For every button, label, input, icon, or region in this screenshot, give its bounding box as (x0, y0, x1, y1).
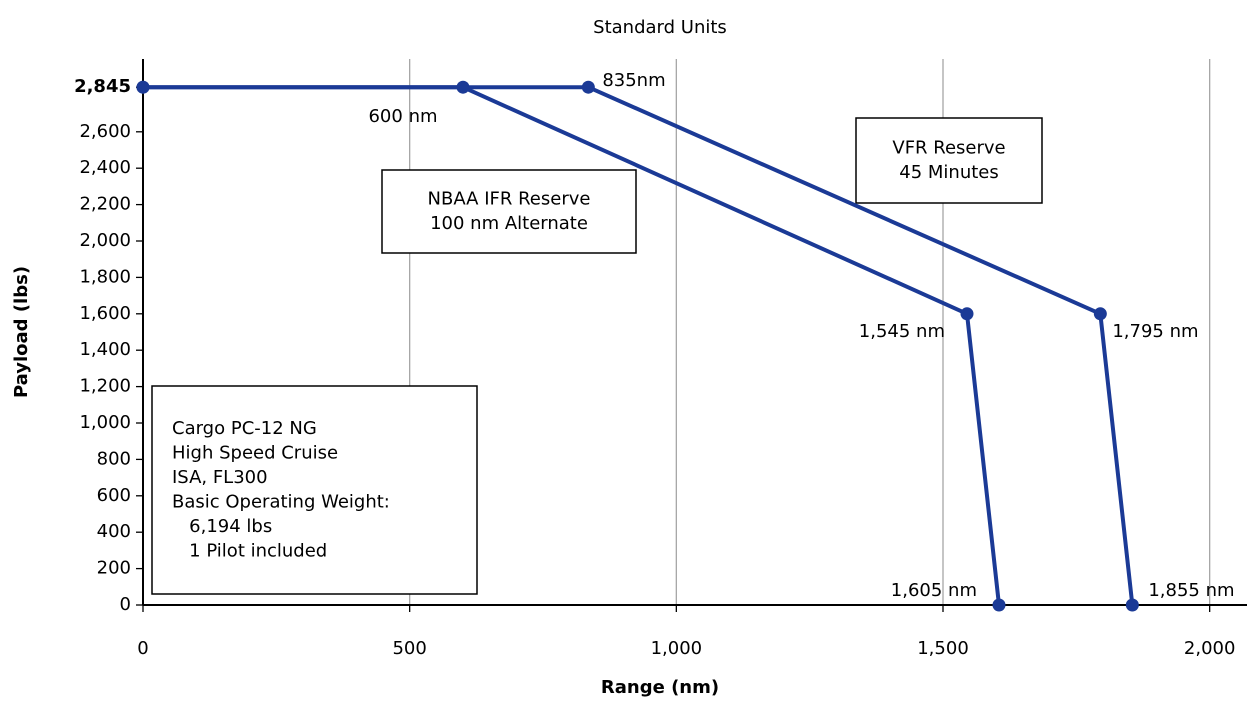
annotation-text: 6,194 lbs (172, 516, 272, 537)
x-axis-label: Range (nm) (601, 677, 719, 698)
x-tick-label: 1,500 (917, 638, 969, 659)
point (992, 598, 1006, 612)
annotation-text: 45 Minutes (899, 162, 998, 183)
annotation-text: VFR Reserve (892, 137, 1005, 158)
data-label: 1,795 nm (1112, 321, 1198, 342)
annotation-text: Basic Operating Weight: (172, 491, 390, 512)
y-tick-label: 1,400 (79, 339, 131, 360)
point (1125, 598, 1139, 612)
data-label: 1,855 nm (1148, 580, 1234, 601)
x-tick-label: 0 (137, 638, 148, 659)
y-tick-label: 1,600 (79, 303, 131, 324)
y-tick-label: 1,800 (79, 266, 131, 287)
data-label: 835nm (602, 70, 665, 91)
data-label: 600 nm (368, 106, 437, 127)
y-axis-label: Payload (lbs) (11, 266, 32, 398)
point (581, 80, 595, 94)
data-label: 1,545 nm (859, 321, 945, 342)
annotation-box (855, 117, 1043, 204)
y-tick-label: 200 (97, 558, 131, 579)
annotation-text: 1 Pilot included (172, 540, 327, 561)
point (1093, 307, 1107, 321)
y-tick-label: 2,600 (79, 121, 131, 142)
y-tick-label: 600 (97, 485, 131, 506)
y-tick-label: 1,200 (79, 376, 131, 397)
annotation-text: 100 nm Alternate (430, 213, 588, 234)
annotation-box (381, 169, 637, 254)
point (960, 307, 974, 321)
y-tick-label: 0 (120, 594, 131, 615)
x-tick-label: 1,000 (651, 638, 703, 659)
data-label: 1,605 nm (891, 580, 977, 601)
annotation-text: NBAA IFR Reserve (428, 188, 591, 209)
annotation-text: ISA, FL300 (172, 467, 268, 488)
y-tick-label: 2,400 (79, 157, 131, 178)
x-tick-label: 2,000 (1184, 638, 1236, 659)
annotation-box (151, 385, 478, 595)
annotation-text: Cargo PC-12 NG (172, 418, 317, 439)
point (136, 80, 150, 94)
x-tick-label: 500 (392, 638, 426, 659)
annotation-text: High Speed Cruise (172, 442, 338, 463)
y-tick-label: 2,000 (79, 230, 131, 251)
y-tick-label: 2,845 (74, 76, 131, 97)
y-tick-label: 2,200 (79, 194, 131, 215)
series-line (143, 85, 1135, 606)
y-tick-label: 400 (97, 521, 131, 542)
y-tick-label: 800 (97, 448, 131, 469)
chart-title: Standard Units (593, 17, 727, 38)
y-tick-label: 1,000 (79, 412, 131, 433)
